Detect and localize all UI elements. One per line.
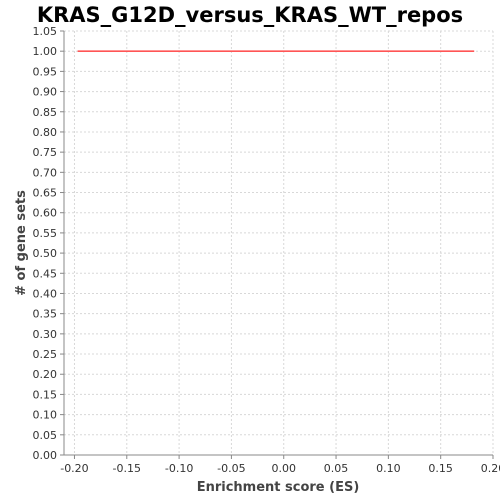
y-tick-label: 0.30: [33, 328, 58, 341]
y-tick-label: 0.20: [33, 368, 58, 381]
x-tick-label: -0.20: [60, 462, 88, 475]
x-tick-label: 0.00: [271, 462, 296, 475]
y-tick-label: 0.95: [33, 65, 58, 78]
y-tick-label: 0.65: [33, 187, 58, 200]
grid: [64, 30, 494, 456]
y-tick-label: 1.05: [33, 25, 58, 38]
y-tick-label: 0.45: [33, 267, 58, 280]
y-tick-label: 0.05: [33, 429, 58, 442]
plot-area: [64, 31, 493, 455]
y-tick-label: 0.70: [33, 166, 58, 179]
y-tick-label: 0.75: [33, 146, 58, 159]
y-tick-label: 0.55: [33, 227, 58, 240]
chart-title: KRAS_G12D_versus_KRAS_WT_repos: [37, 3, 463, 27]
y-tick-label: 0.40: [33, 287, 58, 300]
x-tick-label: 0.15: [428, 462, 453, 475]
x-tick-label: 0.05: [324, 462, 349, 475]
y-tick-label: 0.85: [33, 106, 58, 119]
x-axis-label: Enrichment score (ES): [197, 480, 360, 495]
y-tick-label: 0.15: [33, 388, 58, 401]
y-tick-label: 0.90: [33, 86, 58, 99]
y-tick-label: 0.10: [33, 409, 58, 422]
y-tick-label: 0.35: [33, 308, 58, 321]
y-tick-label: 0.60: [33, 207, 58, 220]
x-tick-label: 0.20: [481, 462, 500, 475]
y-tick-label: 0.80: [33, 126, 58, 139]
x-tick-label: -0.05: [217, 462, 245, 475]
y-axis-label: # of gene sets: [14, 190, 29, 296]
y-tick-label: 1.00: [33, 45, 58, 58]
axes: 0.00 0.05 0.10 0.15 0.20 0.25 0.30 0.35 0.40 0.45…: [33, 25, 500, 475]
y-tick-label: 0.00: [33, 449, 58, 462]
x-tick-label: -0.10: [165, 462, 193, 475]
y-tick-label: 0.25: [33, 348, 58, 361]
x-tick-label: 0.10: [376, 462, 401, 475]
x-tick-label: -0.15: [113, 462, 141, 475]
y-tick-label: 0.50: [33, 247, 58, 260]
